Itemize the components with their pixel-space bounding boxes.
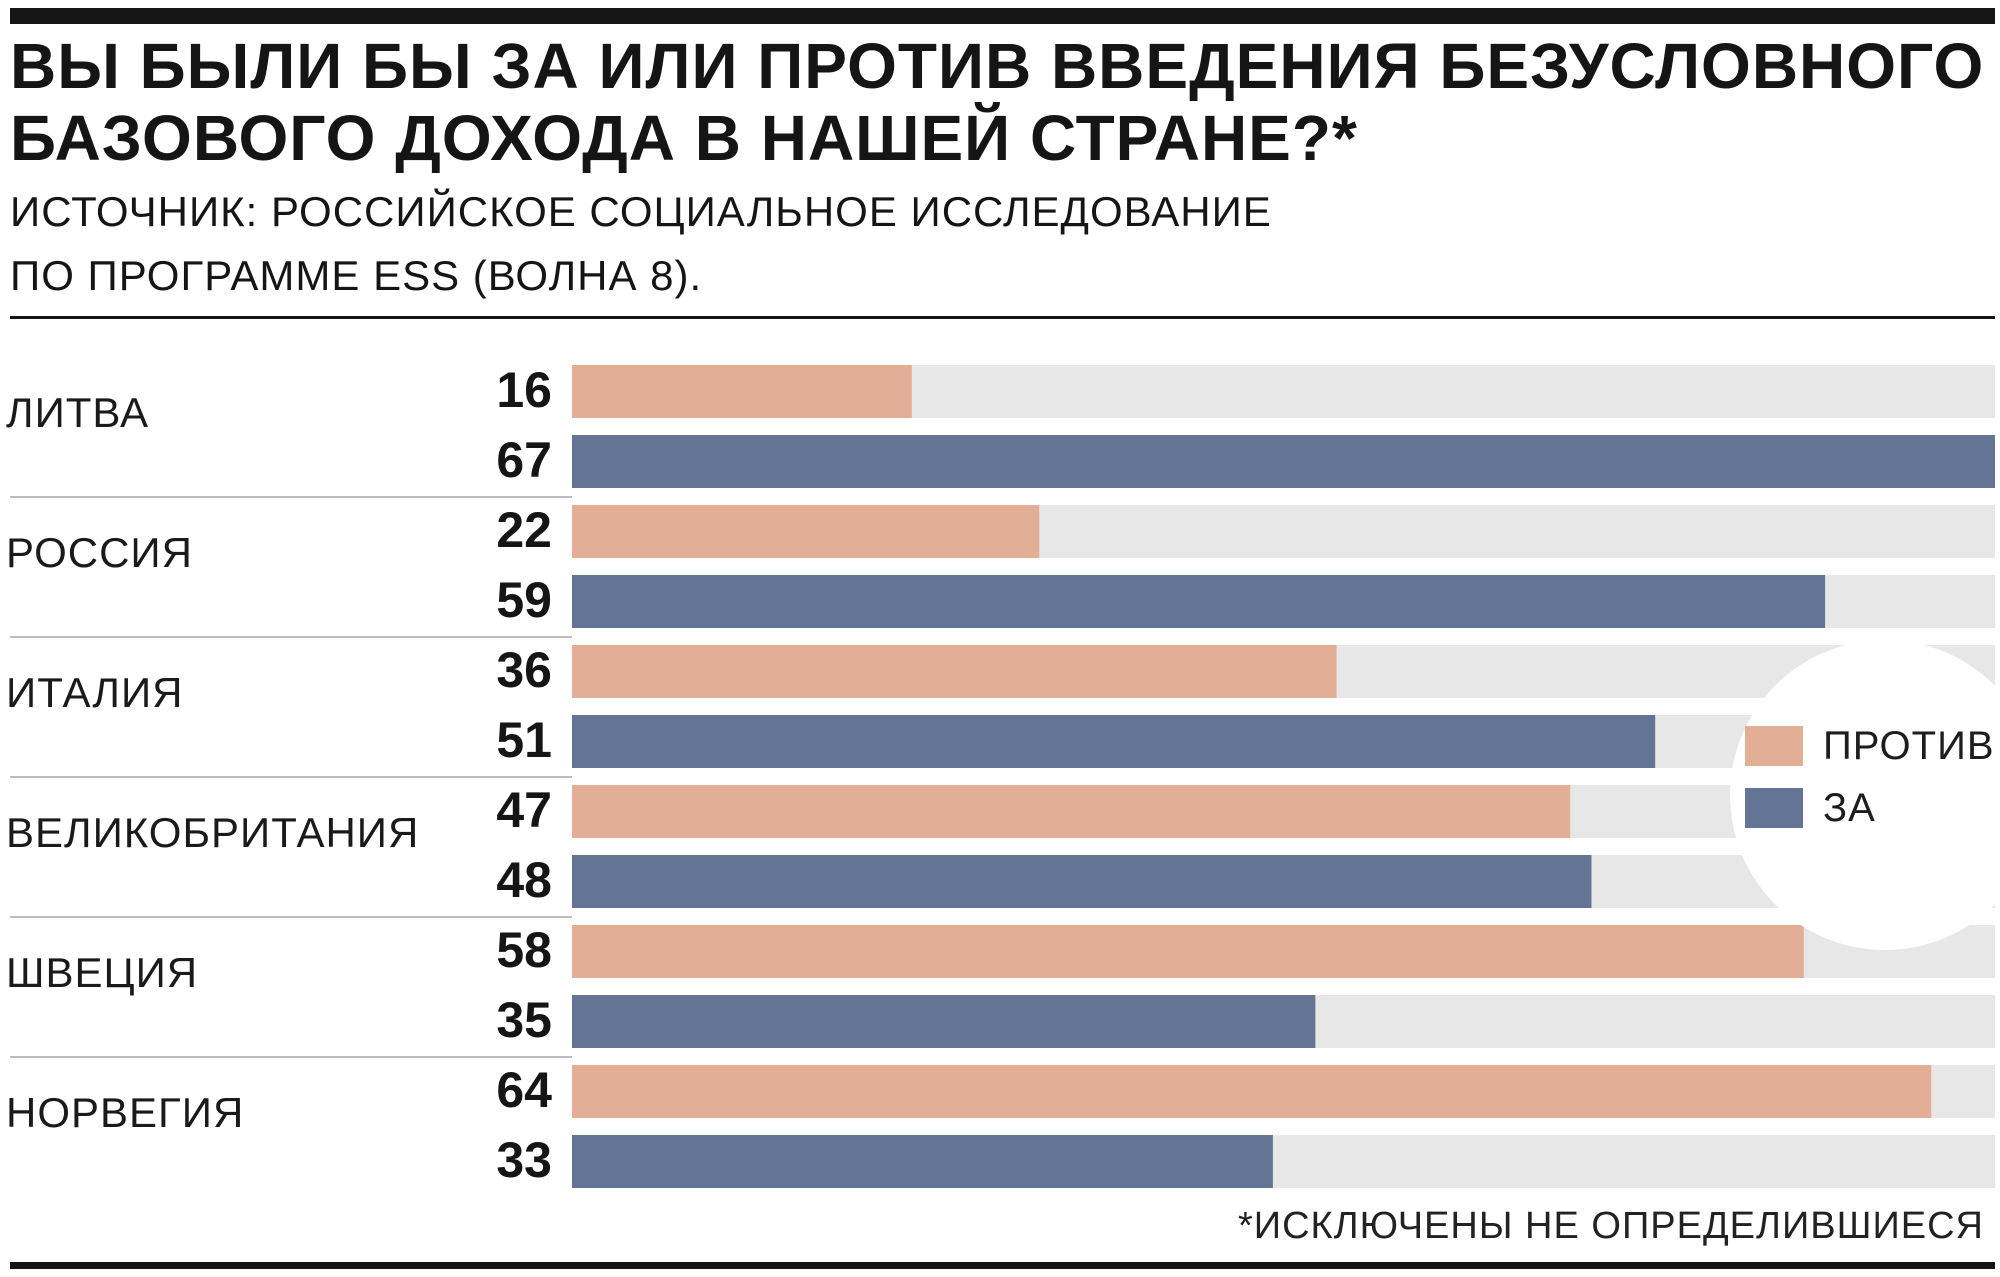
legend-label-for: ЗА xyxy=(1823,785,1876,830)
data-label: 51 xyxy=(496,712,552,768)
legend-label-against: ПРОТИВ xyxy=(1823,723,1995,768)
chart-title: ВЫ БЫЛИ БЫ ЗА ИЛИ ПРОТИВ ВВЕДЕНИЯ БЕЗУСЛ… xyxy=(10,30,1990,174)
legend-item-against: ПРОТИВ xyxy=(1745,723,1995,768)
data-label: 22 xyxy=(496,502,552,558)
bar-for xyxy=(572,715,1656,768)
data-label: 64 xyxy=(496,1062,552,1118)
bar-for xyxy=(572,575,1826,628)
data-label: 67 xyxy=(496,432,552,488)
chart-source: ИСТОЧНИК: РОССИЙСКОЕ СОЦИАЛЬНОЕ ИССЛЕДОВ… xyxy=(10,180,1810,308)
data-label: 48 xyxy=(496,852,552,908)
data-label: 47 xyxy=(496,782,552,838)
data-label: 58 xyxy=(496,922,552,978)
header-divider xyxy=(10,316,1995,319)
legend-swatch-for xyxy=(1745,788,1803,828)
data-label: 36 xyxy=(496,642,552,698)
category-label: ШВЕЦИЯ xyxy=(6,949,198,996)
source-line-1: ИСТОЧНИК: РОССИЙСКОЕ СОЦИАЛЬНОЕ ИССЛЕДОВ… xyxy=(10,188,1272,235)
bar-for xyxy=(572,435,1995,488)
bar-against xyxy=(572,645,1337,698)
category-label: НОРВЕГИЯ xyxy=(6,1089,244,1136)
legend-swatch-against xyxy=(1745,726,1803,766)
category-label: ЛИТВА xyxy=(6,389,149,436)
bar-for xyxy=(572,855,1592,908)
source-line-2: ПО ПРОГРАММЕ ESS (ВОЛНА 8). xyxy=(10,252,703,299)
data-label: 16 xyxy=(496,362,552,418)
bar-for xyxy=(572,995,1316,1048)
category-label: РОССИЯ xyxy=(6,529,193,576)
category-label: ВЕЛИКОБРИТАНИЯ xyxy=(6,809,419,856)
legend-item-for: ЗА xyxy=(1745,785,1876,830)
top-rule xyxy=(10,8,1995,24)
bar-for xyxy=(572,1135,1273,1188)
bar-against xyxy=(572,1065,1932,1118)
footnote: *ИСКЛЮЧЕНЫ НЕ ОПРЕДЕЛИВШИЕСЯ xyxy=(1237,1205,1984,1247)
data-label: 35 xyxy=(496,992,552,1048)
data-label: 33 xyxy=(496,1132,552,1188)
bar-against xyxy=(572,505,1040,558)
bar-against xyxy=(572,785,1571,838)
bottom-rule xyxy=(10,1262,1995,1269)
chart-title-line-1: ВЫ БЫЛИ БЫ ЗА ИЛИ ПРОТИВ ВВЕДЕНИЯ БЕЗУСЛ… xyxy=(10,30,1985,102)
bar-against xyxy=(572,365,912,418)
category-label: ИТАЛИЯ xyxy=(6,669,183,716)
chart-title-line-2: БАЗОВОГО ДОХОДА В НАШЕЙ СТРАНЕ?* xyxy=(10,102,1358,174)
bar-against xyxy=(572,925,1804,978)
data-label: 59 xyxy=(496,572,552,628)
